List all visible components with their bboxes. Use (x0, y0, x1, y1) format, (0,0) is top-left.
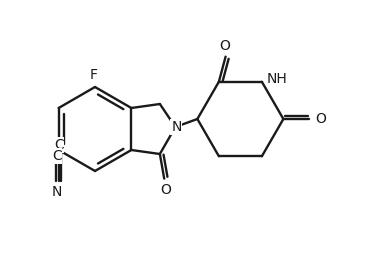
Text: N: N (171, 120, 182, 134)
Text: O: O (315, 112, 326, 126)
Text: F: F (90, 68, 98, 82)
Text: C: C (52, 149, 62, 163)
Text: O: O (219, 39, 230, 53)
Text: N: N (52, 185, 62, 199)
Text: O: O (160, 182, 171, 197)
Text: NH: NH (267, 72, 288, 86)
Text: C: C (54, 138, 64, 152)
